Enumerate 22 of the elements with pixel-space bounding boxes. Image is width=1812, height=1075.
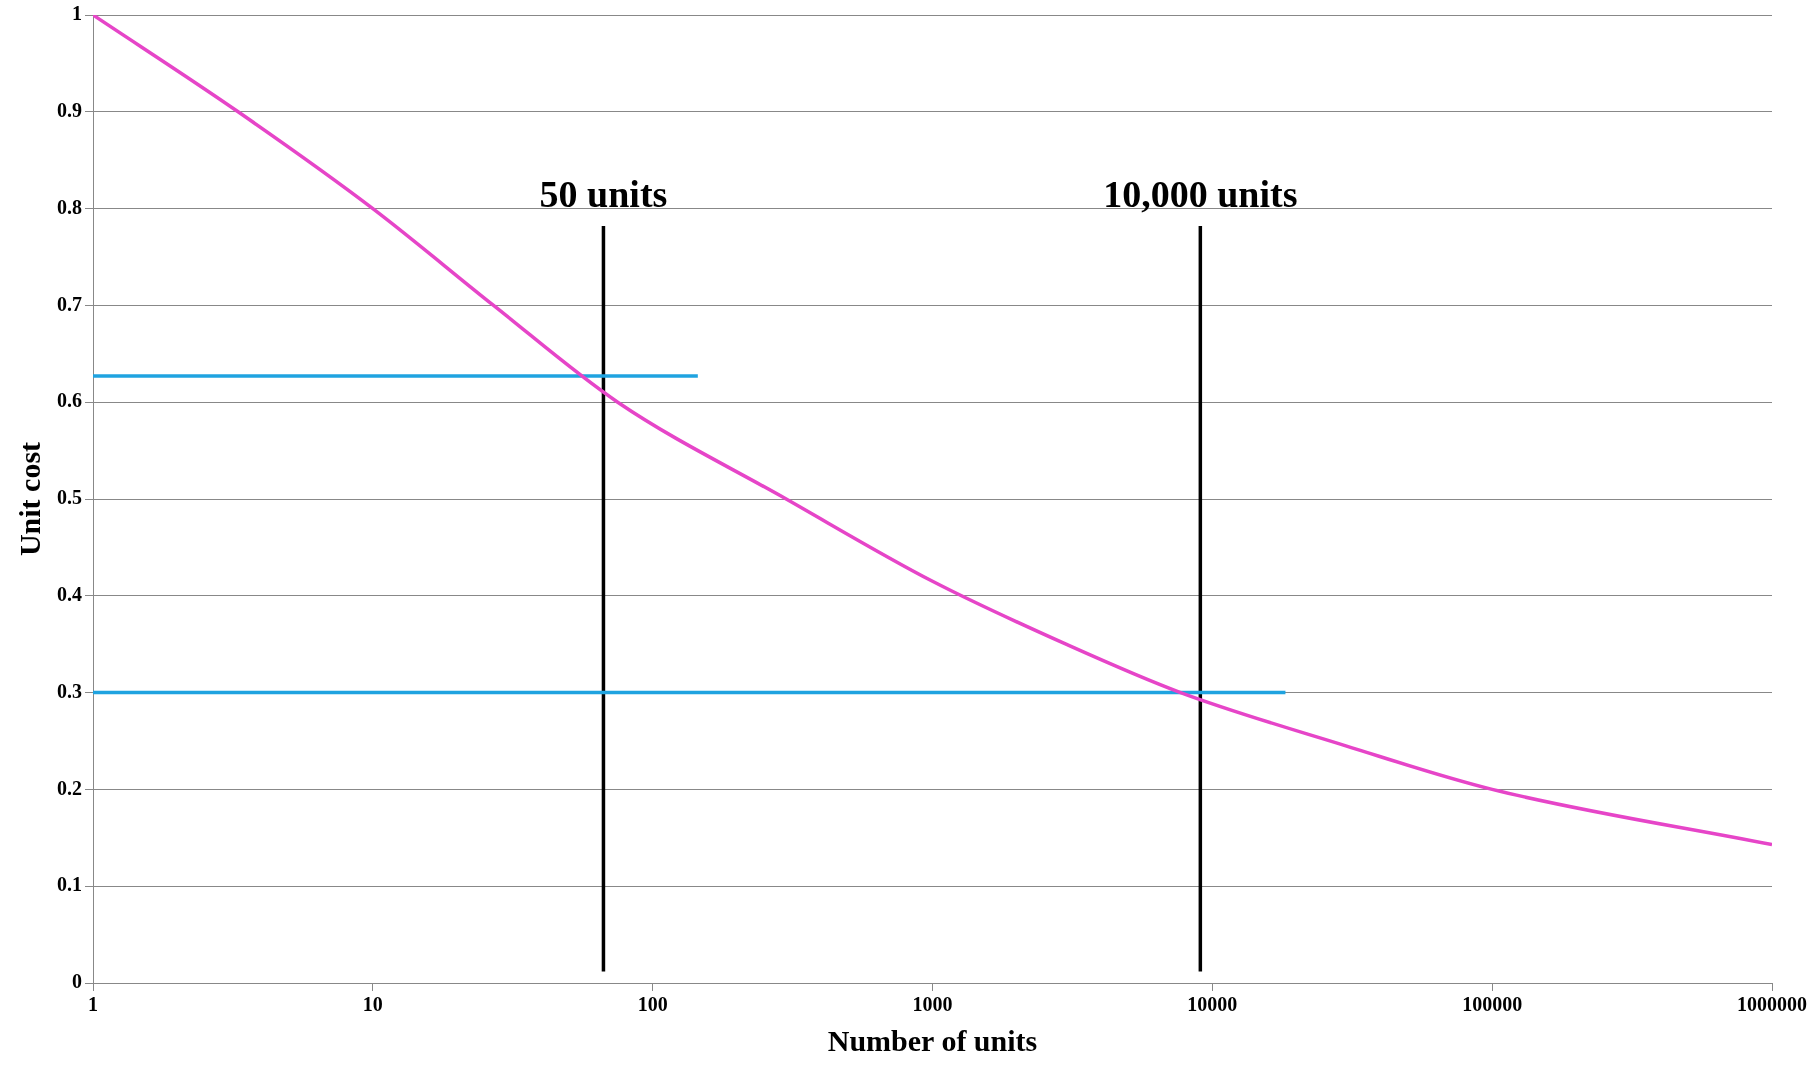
- y-tick-label: 0.4: [57, 582, 82, 605]
- x-tick-label: 1000: [912, 993, 953, 1016]
- annotation: 10,000 units: [1103, 172, 1298, 215]
- y-tick-label: 0.3: [57, 679, 82, 702]
- y-axis-title: Unit cost: [12, 441, 46, 557]
- x-tick-label: 100000: [1462, 993, 1523, 1016]
- x-tick-label: 1000000: [1737, 993, 1807, 1016]
- y-tick-label: 0.9: [57, 98, 82, 121]
- y-tick-label: 0: [72, 970, 82, 993]
- x-axis-title: Number of units: [827, 1023, 1038, 1057]
- y-tick-label: 0.2: [57, 776, 82, 799]
- x-tick-label: 10: [362, 993, 383, 1016]
- y-tick-label: 0.6: [57, 389, 82, 412]
- x-tick-label: 1: [88, 993, 98, 1016]
- x-tick-label: 100: [637, 993, 668, 1016]
- y-tick-label: 1: [72, 2, 82, 25]
- annotation: 50 units: [539, 172, 668, 215]
- y-tick-label: 0.8: [57, 195, 82, 218]
- y-tick-label: 0.5: [57, 486, 82, 509]
- x-tick-label: 10000: [1187, 993, 1238, 1016]
- y-tick-label: 0.1: [57, 873, 82, 896]
- y-tick-label: 0.7: [57, 292, 82, 315]
